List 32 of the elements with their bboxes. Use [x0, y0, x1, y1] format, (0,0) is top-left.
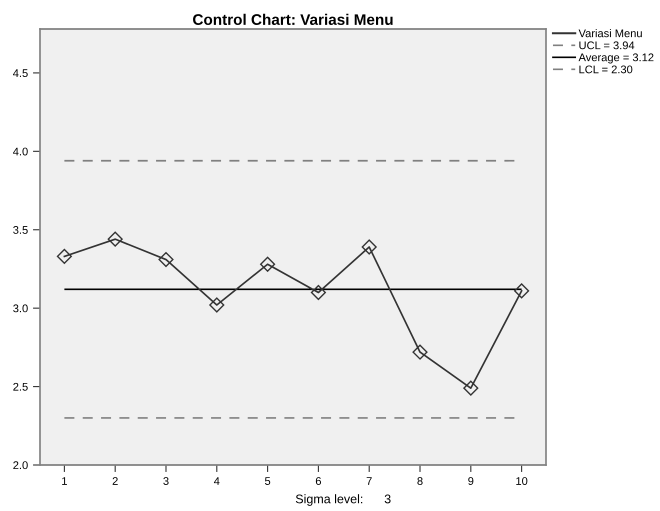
legend-label: LCL = 2.30: [579, 65, 632, 74]
point: [56, 248, 72, 264]
point: [514, 283, 530, 298]
x-tick-label: 9: [468, 477, 474, 485]
x-tick-label: 8: [417, 477, 423, 485]
point: [108, 232, 123, 247]
point: [260, 256, 276, 272]
x-tick-label: 4: [214, 477, 220, 485]
point: [158, 252, 174, 268]
legend-label: UCL = 3.94: [579, 41, 634, 50]
point: [412, 344, 428, 360]
x-tick-label: 2: [112, 477, 118, 485]
text: Sigma level: 3: [296, 494, 391, 506]
y-tick-label: 3.5: [13, 226, 28, 234]
x-tick-label: 3: [163, 477, 169, 485]
y-tick-label: 4.5: [13, 69, 28, 78]
point: [310, 284, 326, 300]
x-tick-label: 1: [62, 477, 67, 485]
legend-label: Average = 3.12: [578, 53, 654, 64]
x-tick-label: 6: [316, 477, 322, 485]
y-tick-label: 2.5: [13, 382, 28, 391]
y-tick-label: 3.0: [13, 304, 28, 312]
y-tick-label: 2.0: [13, 461, 28, 470]
x-tick-label: 5: [264, 477, 270, 485]
y-tick-label: 4.0: [13, 148, 28, 156]
point: [463, 380, 478, 396]
point: [362, 239, 377, 255]
chart-title: Control Chart: Variasi Menu: [193, 14, 393, 25]
x-tick-label: 7: [366, 477, 372, 485]
x-tick-label: 10: [516, 477, 528, 485]
legend-label: Variasi Menu: [578, 29, 642, 38]
point: [209, 297, 224, 313]
